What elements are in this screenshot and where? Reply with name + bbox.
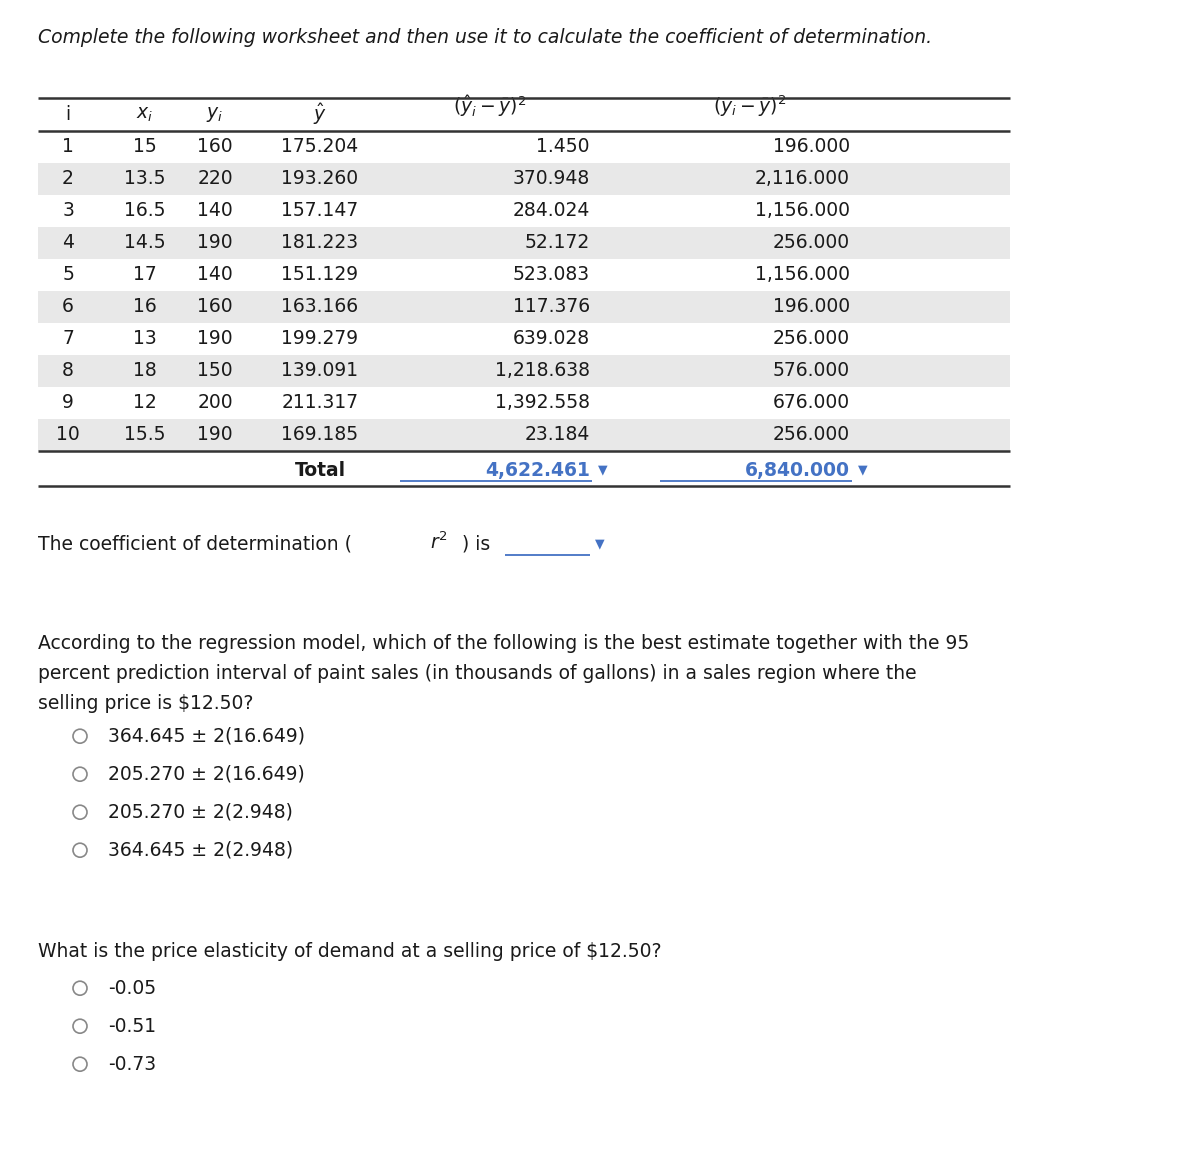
Text: 157.147: 157.147 bbox=[281, 201, 359, 220]
Text: 15: 15 bbox=[133, 138, 157, 156]
Text: 17: 17 bbox=[133, 265, 157, 285]
Bar bbox=[38, 163, 1010, 195]
Text: 52.172: 52.172 bbox=[524, 234, 590, 252]
Text: 15.5: 15.5 bbox=[125, 425, 166, 445]
Text: 140: 140 bbox=[197, 201, 233, 220]
Text: -0.73: -0.73 bbox=[108, 1055, 156, 1073]
Text: 2: 2 bbox=[62, 169, 74, 189]
Text: 256.000: 256.000 bbox=[773, 330, 850, 349]
Text: 190: 190 bbox=[197, 234, 233, 252]
Text: 7: 7 bbox=[62, 330, 74, 349]
Text: Complete the following worksheet and then use it to calculate the coefficient of: Complete the following worksheet and the… bbox=[38, 28, 932, 47]
Text: 9: 9 bbox=[62, 394, 74, 412]
Text: 16: 16 bbox=[133, 298, 157, 316]
Text: 196.000: 196.000 bbox=[773, 298, 850, 316]
Text: ▼: ▼ bbox=[858, 463, 868, 477]
Bar bbox=[38, 419, 1010, 450]
Text: 190: 190 bbox=[197, 330, 233, 349]
Text: ) is: ) is bbox=[462, 535, 491, 554]
Text: Total: Total bbox=[294, 461, 346, 479]
Text: 5: 5 bbox=[62, 265, 74, 285]
Text: 1,156.000: 1,156.000 bbox=[755, 265, 850, 285]
Text: 169.185: 169.185 bbox=[282, 425, 359, 445]
Text: 14.5: 14.5 bbox=[124, 234, 166, 252]
Text: i: i bbox=[66, 105, 71, 124]
Text: 1,218.638: 1,218.638 bbox=[496, 361, 590, 381]
Text: ▼: ▼ bbox=[595, 537, 605, 551]
Text: 199.279: 199.279 bbox=[282, 330, 359, 349]
Text: 205.270 ± 2(2.948): 205.270 ± 2(2.948) bbox=[108, 802, 293, 822]
Bar bbox=[38, 323, 1010, 356]
Text: 4,622.461: 4,622.461 bbox=[485, 461, 590, 479]
Text: -0.05: -0.05 bbox=[108, 979, 156, 998]
Text: -0.51: -0.51 bbox=[108, 1017, 156, 1035]
Text: 190: 190 bbox=[197, 425, 233, 445]
Text: ▼: ▼ bbox=[598, 463, 607, 477]
Text: 1: 1 bbox=[62, 138, 74, 156]
Text: 151.129: 151.129 bbox=[282, 265, 359, 285]
Text: 193.260: 193.260 bbox=[282, 169, 359, 189]
Text: 160: 160 bbox=[197, 138, 233, 156]
Text: 196.000: 196.000 bbox=[773, 138, 850, 156]
Text: 117.376: 117.376 bbox=[512, 298, 590, 316]
Text: 6: 6 bbox=[62, 298, 74, 316]
Text: $(y_i - \bar{y})^2$: $(y_i - \bar{y})^2$ bbox=[713, 94, 787, 119]
Bar bbox=[38, 387, 1010, 419]
Text: 639.028: 639.028 bbox=[512, 330, 590, 349]
Text: 1.450: 1.450 bbox=[536, 138, 590, 156]
Bar bbox=[38, 259, 1010, 291]
Text: $r^2$: $r^2$ bbox=[430, 532, 448, 554]
Text: 284.024: 284.024 bbox=[512, 201, 590, 220]
Text: 220: 220 bbox=[197, 169, 233, 189]
Text: $x_i$: $x_i$ bbox=[137, 105, 154, 124]
Text: 140: 140 bbox=[197, 265, 233, 285]
Text: 18: 18 bbox=[133, 361, 157, 381]
Text: 8: 8 bbox=[62, 361, 74, 381]
Text: 364.645 ± 2(16.649): 364.645 ± 2(16.649) bbox=[108, 727, 305, 746]
Bar bbox=[38, 356, 1010, 387]
Bar bbox=[38, 195, 1010, 227]
Text: 16.5: 16.5 bbox=[125, 201, 166, 220]
Text: $(\hat{y}_i - \bar{y})^2$: $(\hat{y}_i - \bar{y})^2$ bbox=[454, 94, 527, 119]
Text: 256.000: 256.000 bbox=[773, 425, 850, 445]
Bar bbox=[38, 291, 1010, 323]
Bar bbox=[38, 131, 1010, 163]
Text: 139.091: 139.091 bbox=[282, 361, 359, 381]
Bar bbox=[38, 227, 1010, 259]
Text: 576.000: 576.000 bbox=[773, 361, 850, 381]
Text: 12: 12 bbox=[133, 394, 157, 412]
Text: 10: 10 bbox=[56, 425, 80, 445]
Text: 181.223: 181.223 bbox=[282, 234, 359, 252]
Text: 150: 150 bbox=[197, 361, 233, 381]
Text: 256.000: 256.000 bbox=[773, 234, 850, 252]
Text: percent prediction interval of paint sales (in thousands of gallons) in a sales : percent prediction interval of paint sal… bbox=[38, 665, 917, 683]
Text: 3: 3 bbox=[62, 201, 74, 220]
Text: 4: 4 bbox=[62, 234, 74, 252]
Text: 23.184: 23.184 bbox=[524, 425, 590, 445]
Text: 676.000: 676.000 bbox=[773, 394, 850, 412]
Text: 160: 160 bbox=[197, 298, 233, 316]
Text: 13.5: 13.5 bbox=[125, 169, 166, 189]
Text: 200: 200 bbox=[197, 394, 233, 412]
Text: 364.645 ± 2(2.948): 364.645 ± 2(2.948) bbox=[108, 841, 293, 859]
Text: $\hat{y}$: $\hat{y}$ bbox=[313, 102, 326, 127]
Text: The coefficient of determination (: The coefficient of determination ( bbox=[38, 535, 352, 554]
Text: 1,156.000: 1,156.000 bbox=[755, 201, 850, 220]
Text: According to the regression model, which of the following is the best estimate t: According to the regression model, which… bbox=[38, 635, 970, 653]
Text: selling price is $12.50?: selling price is $12.50? bbox=[38, 694, 253, 713]
Text: 13: 13 bbox=[133, 330, 157, 349]
Text: 175.204: 175.204 bbox=[281, 138, 359, 156]
Text: $y_i$: $y_i$ bbox=[206, 105, 223, 124]
Text: 370.948: 370.948 bbox=[512, 169, 590, 189]
Text: What is the price elasticity of demand at a selling price of $12.50?: What is the price elasticity of demand a… bbox=[38, 943, 661, 961]
Text: 163.166: 163.166 bbox=[282, 298, 359, 316]
Text: 2,116.000: 2,116.000 bbox=[755, 169, 850, 189]
Text: 211.317: 211.317 bbox=[282, 394, 359, 412]
Text: 523.083: 523.083 bbox=[512, 265, 590, 285]
Text: 1,392.558: 1,392.558 bbox=[496, 394, 590, 412]
Text: 205.270 ± 2(16.649): 205.270 ± 2(16.649) bbox=[108, 764, 305, 784]
Text: 6,840.000: 6,840.000 bbox=[745, 461, 850, 479]
